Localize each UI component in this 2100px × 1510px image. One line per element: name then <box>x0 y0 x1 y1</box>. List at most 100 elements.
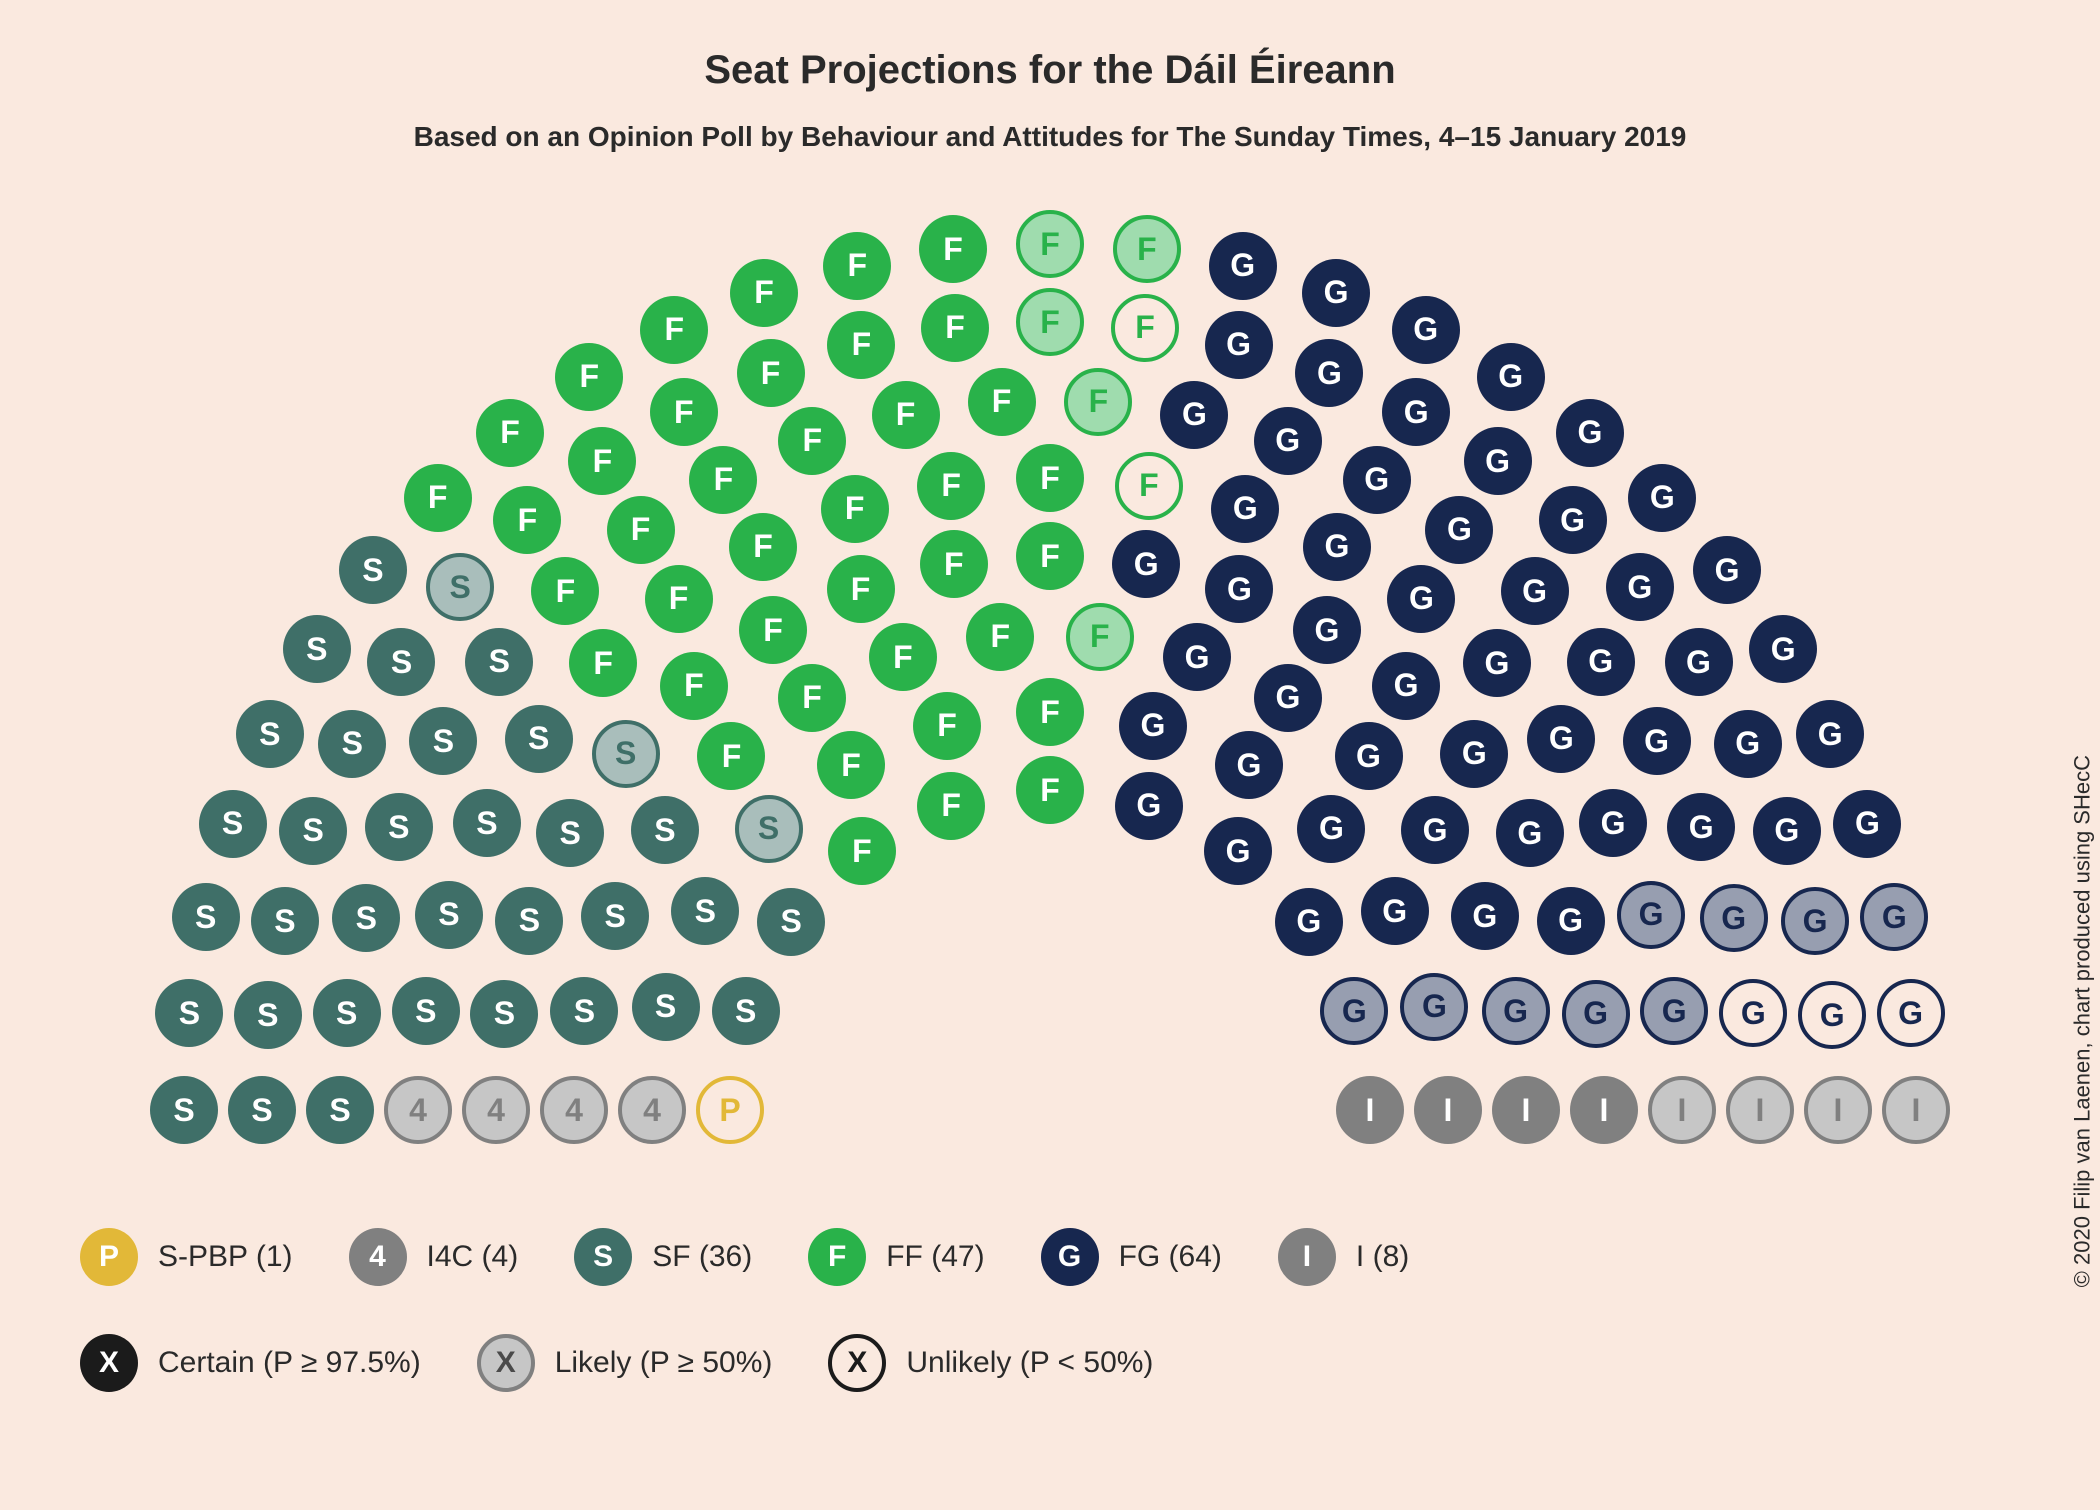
seat-ff: F <box>1016 756 1084 824</box>
seat-ff: F <box>1016 288 1084 356</box>
seat-sf: S <box>465 628 533 696</box>
seat-ff: F <box>913 692 981 760</box>
seat-fg: G <box>1401 796 1469 864</box>
seat-sf: S <box>339 536 407 604</box>
legend-label: I (8) <box>1356 1240 1409 1274</box>
legend-probability: XCertain (P ≥ 97.5%)XLikely (P ≥ 50%)XUn… <box>80 1334 2020 1392</box>
seat-ff: F <box>778 407 846 475</box>
legend-swatch: 4 <box>349 1228 407 1286</box>
seat-ind: I <box>1570 1076 1638 1144</box>
seat-ff: F <box>689 446 757 514</box>
seat-ff: F <box>827 311 895 379</box>
legend-label: Likely (P ≥ 50%) <box>555 1346 773 1380</box>
seat-fg: G <box>1119 692 1187 760</box>
seat-fg: G <box>1464 427 1532 495</box>
legend-swatch: G <box>1041 1228 1099 1286</box>
legend-item-ind: II (8) <box>1278 1228 1409 1286</box>
seat-fg: G <box>1275 888 1343 956</box>
seat-ff: F <box>872 381 940 449</box>
legend-label: FF (47) <box>886 1240 984 1274</box>
seat-fg: G <box>1796 700 1864 768</box>
seat-ff: F <box>555 343 623 411</box>
seat-fg: G <box>1753 797 1821 865</box>
seat-ind: I <box>1492 1076 1560 1144</box>
legend: PS-PBP (1)4I4C (4)SSF (36)FFF (47)GFG (6… <box>80 1228 2020 1440</box>
seat-fg: G <box>1579 789 1647 857</box>
seat-sf: S <box>392 977 460 1045</box>
seat-fg: G <box>1693 536 1761 604</box>
seat-fg: G <box>1293 596 1361 664</box>
legend-item-fg: GFG (64) <box>1041 1228 1222 1286</box>
seat-fg: G <box>1749 615 1817 683</box>
legend-label: Certain (P ≥ 97.5%) <box>158 1346 421 1380</box>
seat-fg: G <box>1539 486 1607 554</box>
seat-fg: G <box>1617 881 1685 949</box>
legend-prob-certain: X Certain (P ≥ 97.5%) <box>80 1334 421 1392</box>
seat-ff: F <box>697 722 765 790</box>
seat-ff: F <box>828 817 896 885</box>
seat-fg: G <box>1482 977 1550 1045</box>
seat-ind: I <box>1414 1076 1482 1144</box>
seat-ff: F <box>1064 368 1132 436</box>
seat-sf: S <box>228 1076 296 1144</box>
seat-fg: G <box>1714 710 1782 778</box>
legend-label: SF (36) <box>652 1240 752 1274</box>
legend-parties: PS-PBP (1)4I4C (4)SSF (36)FFF (47)GFG (6… <box>80 1228 2020 1286</box>
seat-fg: G <box>1211 475 1279 543</box>
seat-ff: F <box>650 378 718 446</box>
seat-sf: S <box>550 977 618 1045</box>
seat-fg: G <box>1382 378 1450 446</box>
seat-ff: F <box>569 629 637 697</box>
seat-ff: F <box>921 294 989 362</box>
seat-ind: I <box>1804 1076 1872 1144</box>
seat-sf: S <box>505 705 573 773</box>
seat-ff: F <box>476 399 544 467</box>
legend-item-sf: SSF (36) <box>574 1228 752 1286</box>
legend-swatch: P <box>80 1228 138 1286</box>
seat-fg: G <box>1392 296 1460 364</box>
legend-item-spbp: PS-PBP (1) <box>80 1228 293 1286</box>
seat-ff: F <box>917 452 985 520</box>
seat-fg: G <box>1160 381 1228 449</box>
seat-ff: F <box>729 513 797 581</box>
seat-ff: F <box>1066 603 1134 671</box>
seat-i4c: 4 <box>462 1076 530 1144</box>
legend-swatch: X <box>828 1334 886 1392</box>
seat-fg: G <box>1562 980 1630 1048</box>
credit-text: © 2020 Filip van Laenen, chart produced … <box>2069 755 2095 1287</box>
chart-subtitle: Based on an Opinion Poll by Behaviour an… <box>0 93 2100 153</box>
seat-ind: I <box>1336 1076 1404 1144</box>
seat-fg: G <box>1302 259 1370 327</box>
seat-spbp: P <box>696 1076 764 1144</box>
seat-sf: S <box>631 796 699 864</box>
seat-fg: G <box>1877 979 1945 1047</box>
seat-fg: G <box>1204 817 1272 885</box>
seat-fg: G <box>1372 652 1440 720</box>
seat-ff: F <box>919 215 987 283</box>
seat-ff: F <box>827 555 895 623</box>
seat-ff: F <box>917 772 985 840</box>
seat-fg: G <box>1320 977 1388 1045</box>
seat-ff: F <box>568 427 636 495</box>
seat-ff: F <box>920 530 988 598</box>
seat-sf: S <box>251 887 319 955</box>
seat-i4c: 4 <box>540 1076 608 1144</box>
seat-fg: G <box>1860 883 1928 951</box>
seat-sf: S <box>415 881 483 949</box>
seat-fg: G <box>1501 557 1569 625</box>
legend-swatch: X <box>80 1334 138 1392</box>
seat-i4c: 4 <box>384 1076 452 1144</box>
seat-ff: F <box>660 652 728 720</box>
seat-ff: F <box>968 368 1036 436</box>
seat-ff: F <box>1016 210 1084 278</box>
seat-ff: F <box>737 339 805 407</box>
parliament-chart: P4444SSSSSSSSSSSSSSSSSSSSSSSSSSSSSSSSSSS… <box>150 210 1950 1144</box>
seat-fg: G <box>1606 553 1674 621</box>
seat-fg: G <box>1463 629 1531 697</box>
seat-sf: S <box>671 877 739 945</box>
seat-ff: F <box>1016 444 1084 512</box>
seat-sf: S <box>365 793 433 861</box>
seat-fg: G <box>1254 407 1322 475</box>
seat-ff: F <box>531 557 599 625</box>
seat-ind: I <box>1648 1076 1716 1144</box>
